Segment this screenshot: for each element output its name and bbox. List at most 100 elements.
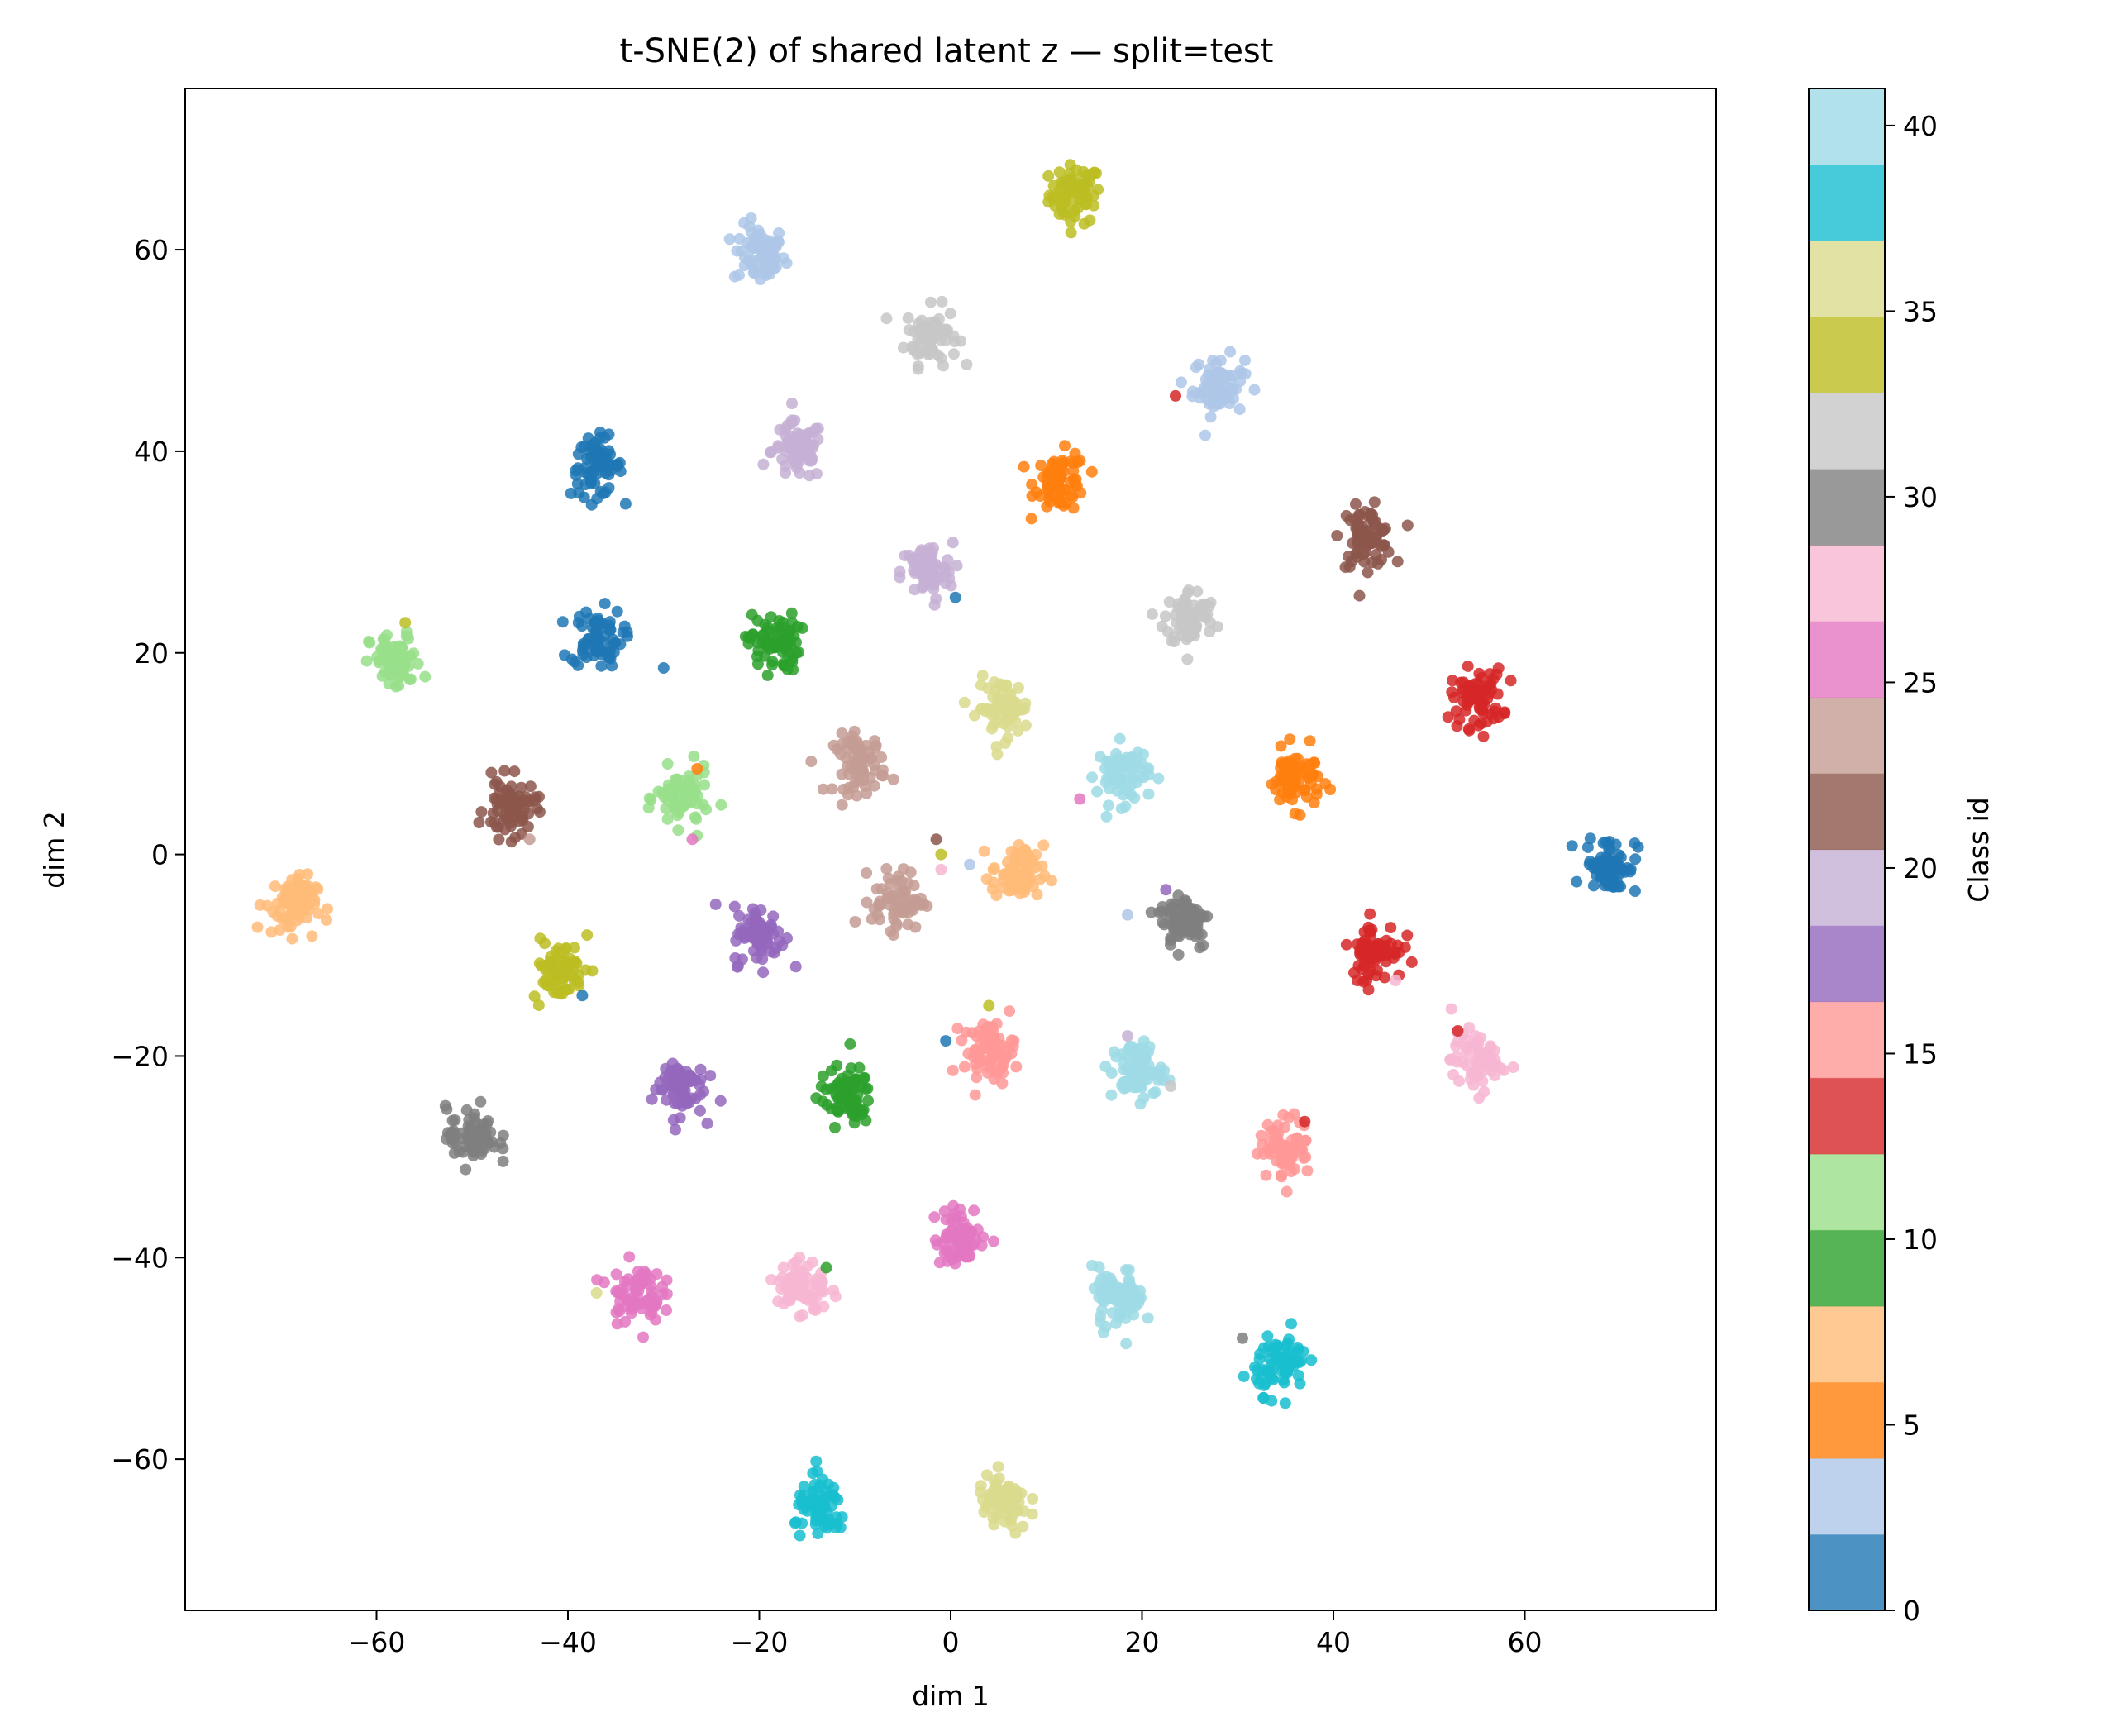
scatter-point bbox=[979, 1035, 991, 1047]
scatter-point bbox=[807, 1295, 819, 1307]
scatter-point bbox=[661, 813, 674, 825]
scatter-point bbox=[446, 1133, 459, 1145]
cluster-21 bbox=[251, 868, 333, 945]
scatter-point bbox=[1473, 1092, 1486, 1104]
scatter-point bbox=[1115, 803, 1128, 815]
scatter-point bbox=[1379, 971, 1390, 984]
colorbar-tick-label: 35 bbox=[1903, 295, 1938, 327]
scatter-point bbox=[493, 833, 505, 846]
scatter-point bbox=[1017, 1520, 1029, 1533]
scatter-point bbox=[942, 1245, 955, 1257]
outlier-point bbox=[576, 990, 589, 1002]
scatter-point bbox=[1477, 730, 1490, 742]
scatter-point bbox=[1505, 675, 1517, 687]
colorbar-band bbox=[1809, 1077, 1885, 1155]
scatter-point bbox=[642, 802, 655, 814]
scatter-point bbox=[606, 660, 618, 672]
scatter-point bbox=[1006, 1519, 1018, 1532]
scatter-point bbox=[978, 845, 990, 857]
scatter-point bbox=[1043, 492, 1056, 504]
scatter-point bbox=[507, 789, 519, 802]
scatter-point bbox=[1001, 1482, 1013, 1495]
scatter-point bbox=[880, 312, 893, 325]
scatter-point bbox=[643, 792, 656, 804]
scatter-point bbox=[611, 1318, 623, 1330]
scatter-point bbox=[1452, 1036, 1464, 1048]
cluster-7 bbox=[1331, 496, 1414, 602]
scatter-point bbox=[736, 953, 748, 966]
cluster-2 bbox=[880, 295, 973, 375]
scatter-point bbox=[1282, 755, 1295, 767]
scatter-point bbox=[1038, 870, 1051, 882]
scatter-point bbox=[931, 1238, 943, 1251]
scatter-point bbox=[1499, 708, 1511, 720]
scatter-point bbox=[666, 1066, 679, 1079]
scatter-point bbox=[733, 269, 745, 281]
scatter-point bbox=[1361, 975, 1373, 987]
scatter-point bbox=[661, 1288, 673, 1300]
scatter-point bbox=[667, 1114, 680, 1126]
scatter-point bbox=[614, 465, 627, 478]
scatter-point bbox=[565, 487, 577, 499]
scatter-point bbox=[321, 913, 332, 926]
scatter-point bbox=[884, 899, 896, 911]
scatter-point bbox=[912, 363, 924, 375]
scatter-point bbox=[1371, 945, 1384, 957]
colorbar-tick-label: 15 bbox=[1903, 1037, 1938, 1070]
scatter-point bbox=[836, 727, 848, 739]
scatter-point bbox=[990, 889, 1003, 902]
cluster-37 bbox=[765, 1252, 842, 1323]
scatter-point bbox=[1369, 518, 1381, 531]
scatter-point bbox=[1581, 841, 1594, 853]
scatter-point bbox=[619, 498, 632, 510]
scatter-point bbox=[1036, 860, 1048, 872]
scatter-point bbox=[818, 1300, 830, 1313]
cluster-29 bbox=[1099, 1035, 1176, 1110]
cluster-13 bbox=[1442, 660, 1517, 742]
y-tick-label: 0 bbox=[151, 839, 169, 871]
scatter-point bbox=[810, 468, 823, 480]
cluster-20 bbox=[1566, 832, 1644, 897]
scatter-point bbox=[475, 1095, 487, 1108]
scatter-point bbox=[472, 1128, 484, 1141]
scatter-point bbox=[286, 932, 298, 945]
scatter-point bbox=[1186, 385, 1199, 398]
scatter-point bbox=[1049, 199, 1061, 212]
scatter-point bbox=[1368, 496, 1381, 508]
scatter-point bbox=[1629, 885, 1641, 897]
scatter-point bbox=[759, 650, 771, 662]
scatter-point bbox=[981, 1066, 994, 1079]
scatter-point bbox=[533, 790, 545, 803]
scatter-point bbox=[806, 1257, 818, 1268]
scatter-point bbox=[978, 1506, 990, 1518]
scatter-point bbox=[1453, 1075, 1465, 1087]
scatter-point bbox=[742, 255, 755, 266]
scatter-point bbox=[642, 1293, 655, 1305]
scatter-point bbox=[975, 1480, 987, 1492]
scatter-point bbox=[1358, 556, 1371, 568]
outlier-point bbox=[1351, 975, 1363, 986]
scatter-point bbox=[1182, 584, 1195, 596]
scatter-point bbox=[392, 671, 404, 684]
scatter-point bbox=[915, 899, 927, 911]
colorbar-band bbox=[1809, 241, 1885, 317]
cluster-6 bbox=[1018, 440, 1098, 525]
scatter-point bbox=[1178, 924, 1190, 937]
cluster-30 bbox=[1444, 1003, 1519, 1104]
scatter-point bbox=[528, 990, 541, 1003]
scatter-point bbox=[827, 1285, 840, 1297]
scatter-point bbox=[1111, 1285, 1123, 1298]
scatter-point bbox=[739, 631, 751, 642]
scatter-point bbox=[673, 806, 685, 818]
scatter-point bbox=[1278, 1376, 1290, 1389]
scatter-point bbox=[1253, 1377, 1265, 1390]
scatter-point bbox=[864, 771, 876, 784]
scatter-point bbox=[571, 478, 584, 490]
scatter-point bbox=[886, 889, 899, 902]
scatter-point bbox=[887, 773, 899, 785]
scatter-point bbox=[501, 813, 513, 825]
scatter-point bbox=[595, 660, 608, 672]
colorbar-tick-label: 25 bbox=[1903, 666, 1938, 699]
scatter-point bbox=[462, 1131, 475, 1143]
